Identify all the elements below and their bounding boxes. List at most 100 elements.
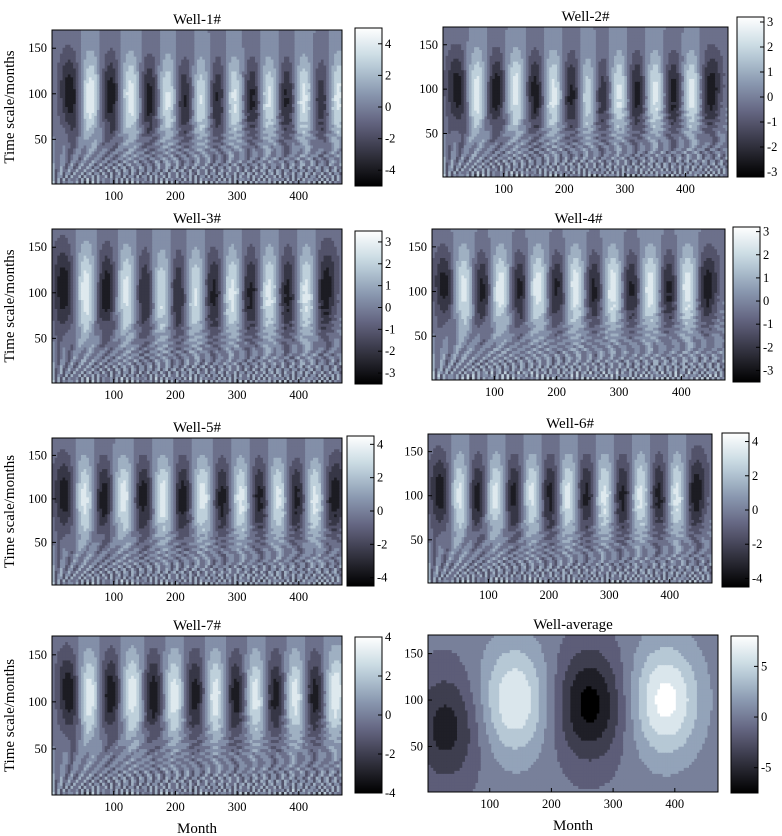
colorbar-tick-label: -2: [752, 537, 762, 551]
colorbar-tick-label: 4: [385, 37, 392, 51]
x-axis-label: Month: [553, 818, 594, 834]
colorbar: [346, 435, 375, 587]
x-tick-label: 400: [660, 588, 679, 602]
colorbar-tick-label: 4: [377, 437, 384, 451]
y-axis-label: Time scale/months: [2, 249, 18, 362]
colorbar-tick-label: 2: [752, 469, 758, 483]
panel-title: Well-average: [533, 617, 613, 633]
colorbar-tick-label: -4: [385, 163, 396, 177]
contour-field: [432, 229, 725, 380]
y-tick-label: 100: [28, 492, 47, 506]
colorbar-tick-label: 2: [385, 68, 391, 82]
colorbar: [354, 27, 383, 187]
colorbar-tick-label: -1: [385, 322, 395, 336]
x-tick-label: 400: [289, 590, 308, 604]
colorbar-tick-label: 5: [761, 659, 767, 673]
panel-5: 100 200 300 400 50 100 150 Well-5# Time scale/mo…: [2, 420, 388, 604]
colorbar: [354, 636, 383, 794]
y-tick-label: 50: [35, 132, 48, 146]
axes-frame: [431, 228, 726, 381]
x-tick-label: 100: [494, 182, 513, 196]
panel-1: 100 200 300 400 50 100 150 Well-1# Time scale/mo…: [2, 12, 396, 203]
panel-title: Well-1#: [173, 12, 221, 28]
colorbar-tick-label: 0: [385, 301, 391, 315]
colorbar-tick-label: -3: [767, 165, 777, 179]
y-tick-label: 100: [404, 693, 423, 707]
axes-frame: [51, 228, 343, 384]
x-tick-label: 200: [547, 385, 566, 399]
y-tick-label: 50: [35, 742, 48, 756]
x-tick-label: 300: [228, 590, 247, 604]
y-tick-label: 150: [404, 647, 423, 661]
colorbar-tick-label: 3: [763, 225, 769, 239]
axes-frame: [51, 29, 343, 185]
colorbar: [732, 226, 761, 383]
panel-title: Well-5#: [173, 420, 221, 436]
colorbar-tick-label: 2: [767, 40, 773, 54]
contour-field: [52, 30, 342, 184]
y-tick-label: 150: [404, 445, 423, 459]
y-tick-label: 100: [28, 87, 47, 101]
panel-title: Well-6#: [546, 416, 594, 432]
y-tick-label: 150: [28, 448, 47, 462]
colorbar-tick-label: -4: [377, 571, 388, 585]
colorbar: [736, 16, 765, 178]
x-tick-label: 200: [542, 797, 561, 811]
y-tick-label: 100: [404, 489, 423, 503]
contour-field: [428, 434, 712, 583]
x-tick-label: 400: [289, 800, 308, 814]
y-tick-label: 100: [28, 286, 47, 300]
colorbar: [354, 230, 383, 385]
colorbar-tick-label: 0: [385, 100, 391, 114]
x-tick-label: 100: [479, 588, 498, 602]
x-tick-label: 400: [676, 182, 695, 196]
colorbar-tick-label: -2: [767, 140, 777, 154]
colorbar-tick-label: -1: [767, 115, 777, 129]
x-tick-label: 400: [289, 388, 308, 402]
y-tick-label: 100: [408, 285, 427, 299]
panel-3: 100 200 300 400 50 100 150 Well-3# Time scale/mo…: [2, 211, 395, 402]
x-tick-label: 300: [604, 797, 623, 811]
colorbar-tick-label: 2: [377, 471, 383, 485]
panel-title: Well-2#: [562, 9, 610, 25]
y-tick-label: 50: [415, 329, 428, 343]
contour-field: [52, 438, 342, 585]
y-tick-label: 50: [35, 535, 48, 549]
colorbar-tick-label: 0: [385, 708, 391, 722]
x-tick-label: 100: [104, 590, 123, 604]
x-tick-label: 300: [616, 182, 635, 196]
x-tick-label: 100: [485, 385, 504, 399]
y-tick-label: 100: [28, 695, 47, 709]
colorbar-tick-label: 2: [763, 248, 769, 262]
y-tick-label: 50: [411, 533, 424, 547]
x-tick-label: 300: [228, 189, 247, 203]
y-tick-label: 150: [28, 41, 47, 55]
x-tick-label: 200: [555, 182, 574, 196]
colorbar-tick-label: -3: [763, 363, 773, 377]
colorbar-tick-label: -1: [763, 317, 773, 331]
colorbar-tick-label: 2: [385, 257, 391, 271]
colorbar-tick-label: -2: [377, 537, 387, 551]
y-axis-label: Time scale/months: [2, 659, 18, 772]
colorbar-tick-label: 0: [377, 504, 383, 518]
colorbar-tick-label: 3: [385, 235, 391, 249]
axes-frame: [51, 635, 343, 796]
colorbar: [730, 635, 759, 794]
colorbar-tick-label: 0: [767, 90, 773, 104]
panel-title: Well-7#: [173, 618, 221, 634]
y-tick-label: 100: [419, 82, 438, 96]
x-tick-label: 100: [104, 388, 123, 402]
colorbar-tick-label: 3: [767, 15, 773, 29]
x-tick-label: 400: [665, 797, 684, 811]
panel-title: Well-4#: [555, 211, 603, 227]
x-tick-label: 100: [480, 797, 499, 811]
colorbar: [721, 432, 750, 588]
colorbar-tick-label: 2: [385, 669, 391, 683]
panel-6: 100 200 300 400 50 100 150 Well-6# 4 2 0 -2 -4: [404, 416, 763, 602]
colorbar-tick-label: -2: [763, 340, 773, 354]
x-tick-label: 400: [289, 189, 308, 203]
colorbar-tick-label: -4: [752, 571, 763, 585]
colorbar-tick-label: 0: [763, 294, 769, 308]
y-tick-label: 150: [419, 38, 438, 52]
